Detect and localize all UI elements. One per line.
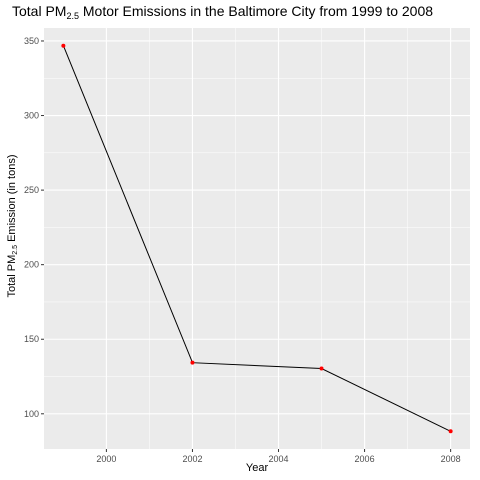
y-tick-label: 300 <box>24 111 39 121</box>
y-axis-label-suffix: Emission (in tons) <box>6 155 18 245</box>
y-axis-label-subscript: 2.5 <box>12 245 19 255</box>
data-point <box>320 366 324 370</box>
y-tick-label: 250 <box>24 185 39 195</box>
y-tick-label: 350 <box>24 36 39 46</box>
data-point <box>449 429 453 433</box>
y-tick-label: 200 <box>24 260 39 270</box>
plot-panel <box>44 28 470 449</box>
y-axis-label-text: Total PM <box>6 255 18 298</box>
y-axis-label: Total PM2.5 Emission (in tons) <box>6 61 20 391</box>
y-tick-label: 100 <box>24 409 39 419</box>
x-axis-label: Year <box>44 462 470 474</box>
y-tick-label: 150 <box>24 334 39 344</box>
data-point <box>190 361 194 365</box>
data-point <box>61 44 65 48</box>
